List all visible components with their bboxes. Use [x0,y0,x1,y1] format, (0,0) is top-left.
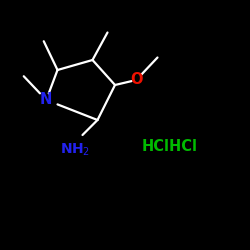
Text: HClHCl: HClHCl [142,139,198,154]
Text: NH$_2$: NH$_2$ [60,142,90,158]
Text: O: O [130,72,142,88]
Text: N: N [40,92,52,108]
